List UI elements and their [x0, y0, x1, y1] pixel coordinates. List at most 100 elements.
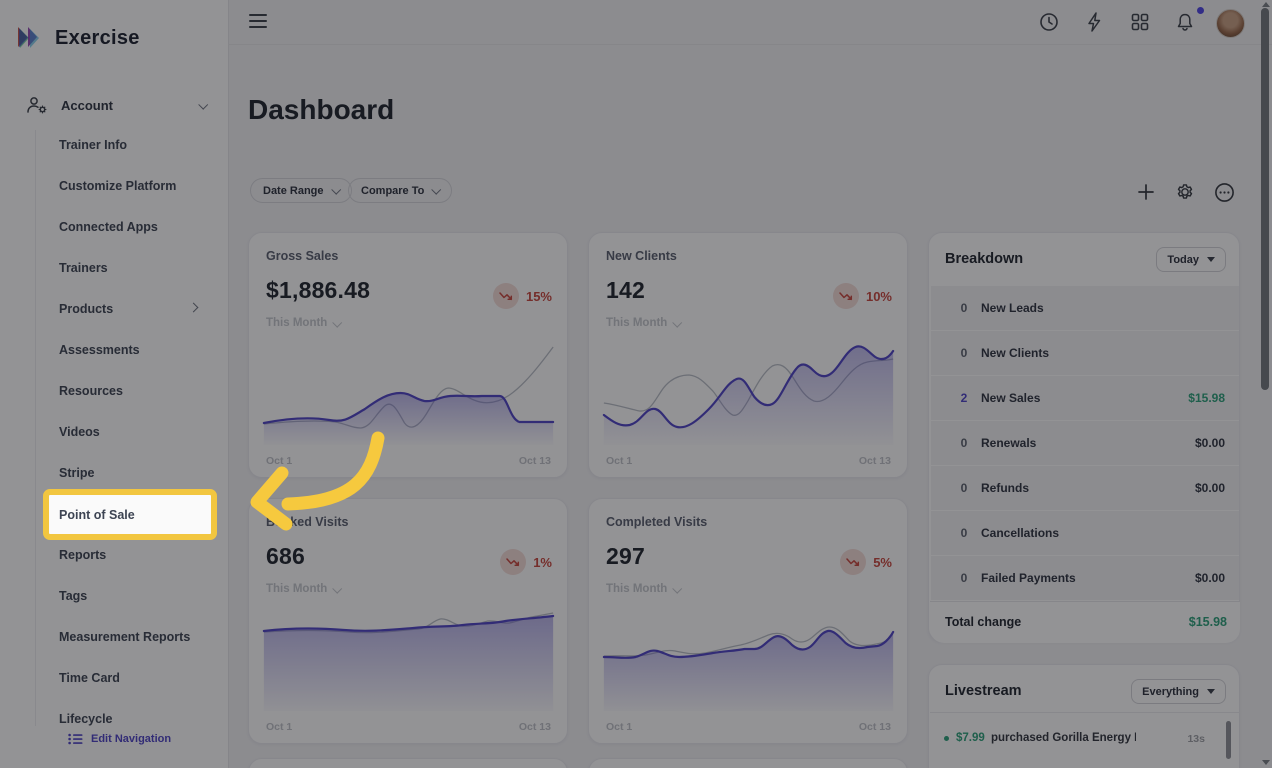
brand-logo[interactable]: Exercise — [16, 24, 140, 52]
trend-badge: 5% — [840, 549, 892, 575]
card-value: 297 — [606, 543, 645, 569]
sidebar: Exercise Account Trainer Info Customize … — [0, 0, 229, 768]
sidebar-item-tags[interactable]: Tags — [59, 589, 88, 603]
row-label: New Leads — [981, 301, 1044, 315]
highlighted-item-label: Point of Sale — [59, 507, 135, 522]
sidebar-item-lifecycle[interactable]: Lifecycle — [59, 712, 113, 726]
trend-percent: 5% — [873, 554, 892, 570]
tour-arrow-icon — [250, 431, 385, 531]
scrollbar-thumb[interactable] — [1261, 8, 1269, 390]
period-dropdown[interactable]: This Month — [606, 583, 683, 595]
row-count: 0 — [960, 481, 968, 495]
sidebar-item-resources[interactable]: Resources — [59, 384, 123, 398]
page-title: Dashboard — [248, 94, 395, 125]
sidebar-item-products[interactable]: Products — [59, 302, 114, 316]
row-value: $15.98 — [1188, 391, 1225, 405]
sidebar-item-trainers[interactable]: Trainers — [59, 261, 108, 275]
sidebar-item-stripe[interactable]: Stripe — [59, 466, 95, 480]
more-options-icon[interactable] — [1211, 179, 1237, 205]
row-label: Refunds — [981, 481, 1029, 495]
date-range-label: Date Range — [263, 184, 324, 197]
x-axis-start: Oct 1 — [266, 721, 293, 733]
entry-text: purchased Gorilla Energy Drink - Mango..… — [991, 732, 1136, 744]
x-axis-end: Oct 13 — [858, 455, 891, 467]
breakdown-total-row: Total change $15.98 — [930, 601, 1240, 643]
add-widget-button[interactable] — [1133, 179, 1159, 205]
trend-percent: 15% — [525, 288, 552, 304]
sidebar-item-point-of-sale-highlighted[interactable]: Point of Sale — [43, 489, 217, 540]
gear-icon[interactable] — [1172, 179, 1198, 205]
row-count: 2 — [960, 391, 968, 405]
account-settings-icon — [27, 97, 47, 114]
livestream-panel: Livestream Everything $7.99 purchased Go… — [928, 664, 1240, 768]
breakdown-row-failed-payments: 0 Failed Payments $0.00 — [931, 556, 1239, 600]
sidebar-item-customize-platform[interactable]: Customize Platform — [59, 179, 177, 193]
x-axis-end: Oct 13 — [518, 455, 551, 467]
period-dropdown[interactable]: This Month — [606, 317, 683, 329]
sidebar-item-videos[interactable]: Videos — [59, 425, 100, 439]
brand-logo-icon — [18, 27, 39, 48]
row-label: New Clients — [981, 346, 1050, 360]
edit-navigation-button[interactable]: Edit Navigation — [68, 733, 171, 745]
sidebar-section-account[interactable]: Account — [26, 96, 209, 114]
row-label: Cancellations — [981, 526, 1060, 540]
trend-badge: 15% — [492, 283, 552, 309]
menu-icon[interactable] — [249, 14, 267, 28]
period-dropdown[interactable]: This Month — [266, 583, 343, 595]
caret-down-icon — [1207, 689, 1215, 694]
x-axis-end: Oct 13 — [858, 721, 891, 733]
breakdown-row-new-clients: 0 New Clients — [931, 331, 1239, 375]
breakdown-title: Breakdown — [945, 251, 1024, 267]
breakdown-row-refunds: 0 Refunds $0.00 — [931, 466, 1239, 510]
compare-to-label: Compare To — [361, 184, 425, 197]
x-axis-start: Oct 1 — [606, 721, 633, 733]
period-dropdown[interactable]: This Month — [266, 317, 343, 329]
sidebar-section-label: Account — [61, 97, 113, 113]
x-axis-end: Oct 13 — [518, 721, 551, 733]
trend-down-icon — [500, 549, 527, 575]
history-clock-icon[interactable] — [1037, 10, 1061, 34]
livestream-scrollbar-thumb[interactable] — [1226, 721, 1231, 759]
livestream-filter-select[interactable]: Everything — [1131, 679, 1226, 704]
scrollbar-down-arrow[interactable] — [1262, 760, 1270, 765]
sidebar-item-measurement-reports[interactable]: Measurement Reports — [59, 630, 191, 644]
trend-down-icon — [840, 549, 867, 575]
apps-grid-icon[interactable] — [1128, 10, 1152, 34]
notifications-bell-icon[interactable] — [1173, 10, 1197, 34]
livestream-entry[interactable]: $7.99 purchased Gorilla Energy Drink - M… — [931, 717, 1227, 759]
breakdown-row-new-sales: 2 New Sales $15.98 — [931, 376, 1239, 420]
user-avatar[interactable] — [1216, 9, 1245, 38]
row-count: 0 — [960, 301, 968, 315]
card-title: Completed Visits — [606, 515, 708, 529]
sidebar-item-assessments[interactable]: Assessments — [59, 343, 140, 357]
sidebar-item-connected-apps[interactable]: Connected Apps — [59, 220, 158, 234]
stat-card-booked-visits: Booked Visits 686 1% This Month Oct 1 Oc… — [248, 498, 568, 744]
stat-card-completed-visits: Completed Visits 297 5% This Month Oct 1… — [588, 498, 908, 744]
row-count: 0 — [960, 346, 968, 360]
row-value: $0.00 — [1194, 571, 1225, 585]
notification-dot — [1197, 7, 1204, 14]
sparkline-chart — [262, 612, 555, 711]
stat-card-new-clients: New Clients 142 10% This Month Oct 1 Oct… — [588, 232, 908, 478]
brand-name: Exercise — [55, 26, 140, 49]
breakdown-range-select[interactable]: Today — [1156, 247, 1226, 272]
topbar — [228, 0, 1272, 45]
sidebar-item-time-card[interactable]: Time Card — [59, 671, 120, 685]
caret-down-icon — [1207, 257, 1215, 262]
compare-to-filter[interactable]: Compare To — [348, 178, 453, 203]
trend-percent: 10% — [865, 288, 892, 304]
row-count: 0 — [960, 436, 968, 450]
row-label: Failed Payments — [981, 571, 1076, 585]
trend-badge: 1% — [500, 549, 552, 575]
sidebar-item-trainer-info[interactable]: Trainer Info — [59, 138, 128, 152]
livestream-filter-value: Everything — [1142, 685, 1199, 698]
period-label: This Month — [266, 317, 328, 329]
sidebar-item-reports[interactable]: Reports — [59, 548, 107, 562]
sparkline-chart — [262, 346, 555, 445]
lightning-icon[interactable] — [1082, 10, 1106, 34]
scrollbar-up-arrow[interactable] — [1262, 2, 1270, 7]
row-value: $0.00 — [1194, 481, 1225, 495]
period-label: This Month — [606, 317, 668, 329]
row-label: Renewals — [981, 436, 1037, 450]
